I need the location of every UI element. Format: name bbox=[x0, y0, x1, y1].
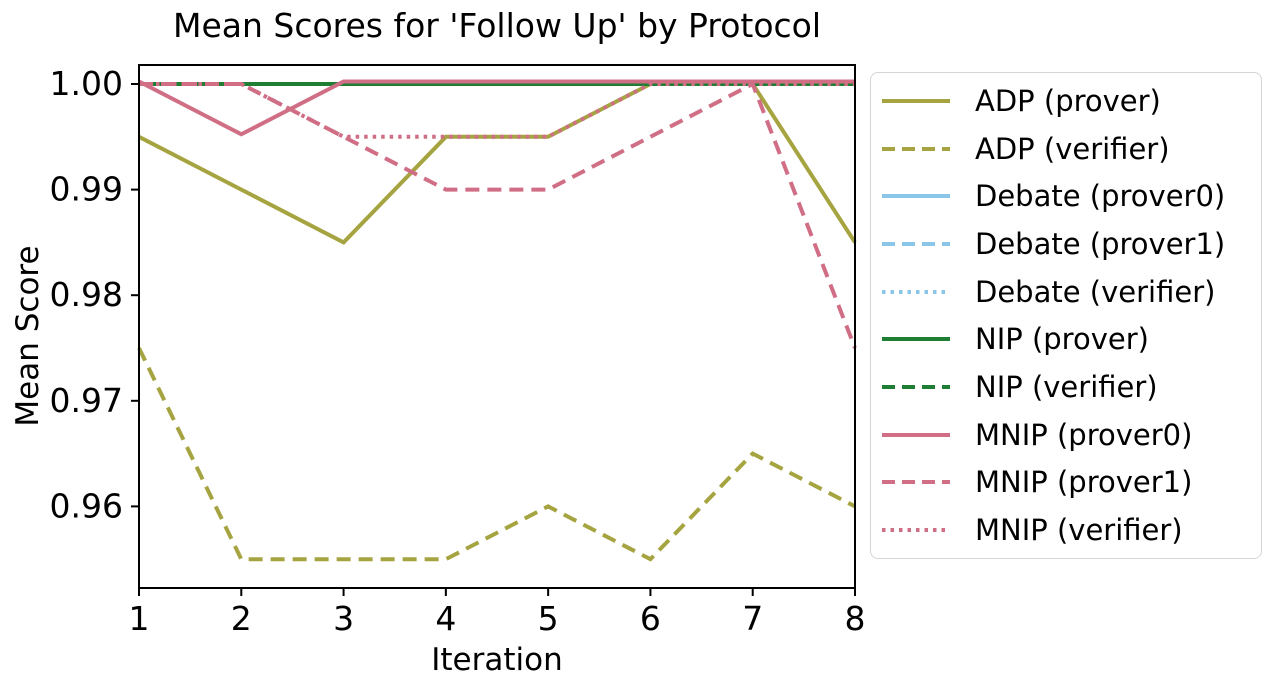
legend-label: NIP (prover) bbox=[975, 322, 1149, 357]
x-tick-label: 4 bbox=[435, 599, 456, 638]
legend-item-mnip-verifier: MNIP (verifier) bbox=[871, 507, 1261, 553]
legend-swatch-solid bbox=[882, 432, 950, 437]
x-tick-label: 5 bbox=[538, 599, 559, 638]
legend-swatch-dashed bbox=[882, 146, 950, 151]
legend: ADP (prover) ADP (verifier) Debate (prover… bbox=[870, 72, 1262, 559]
legend-swatch-solid bbox=[882, 194, 950, 199]
x-axis-label: Iteration bbox=[431, 642, 563, 678]
series-line-mnip-prover0 bbox=[138, 79, 855, 137]
series-line-adp-verifier bbox=[137, 347, 856, 562]
y-tick-label: 0.98 bbox=[50, 275, 123, 314]
y-tick-label: 1.00 bbox=[50, 64, 123, 103]
x-tick-label: 1 bbox=[129, 599, 150, 638]
x-tick-label: 8 bbox=[845, 599, 866, 638]
legend-label: MNIP (prover0) bbox=[975, 417, 1193, 452]
legend-swatch-solid bbox=[882, 98, 950, 103]
legend-item-nip-verifier: NIP (verifier) bbox=[871, 364, 1261, 410]
legend-swatch-dotted bbox=[882, 528, 950, 533]
legend-item-nip-prover: NIP (prover) bbox=[871, 316, 1261, 362]
legend-item-debate-verifier: Debate (verifier) bbox=[871, 269, 1261, 315]
x-tick-label: 7 bbox=[742, 599, 763, 638]
legend-swatch-dashed bbox=[882, 480, 950, 485]
legend-swatch-solid bbox=[882, 337, 950, 342]
y-axis-label: Mean Score bbox=[10, 245, 46, 427]
x-tick-label: 3 bbox=[333, 599, 354, 638]
series-line-mnip-verifier bbox=[139, 82, 855, 139]
legend-item-debate-prover0: Debate (prover0) bbox=[871, 173, 1261, 219]
axes-border bbox=[138, 64, 856, 589]
legend-swatch-dashed bbox=[882, 241, 950, 246]
legend-item-adp-prover: ADP (prover) bbox=[871, 78, 1261, 124]
legend-label: NIP (verifier) bbox=[975, 369, 1158, 404]
legend-label: MNIP (prover1) bbox=[975, 465, 1193, 500]
legend-label: Debate (prover0) bbox=[975, 179, 1226, 214]
x-tick-label: 2 bbox=[231, 599, 252, 638]
legend-swatch-dotted bbox=[882, 289, 950, 294]
x-tick-label: 6 bbox=[640, 599, 661, 638]
series-line-adp-prover bbox=[138, 82, 857, 245]
legend-label: ADP (prover) bbox=[975, 83, 1161, 118]
legend-label: Debate (prover1) bbox=[975, 226, 1226, 261]
legend-label: Debate (verifier) bbox=[975, 274, 1216, 309]
legend-swatch-dashed bbox=[882, 384, 950, 389]
y-tick-label: 0.99 bbox=[50, 170, 123, 209]
y-tick-label: 0.96 bbox=[50, 486, 123, 525]
legend-item-debate-prover1: Debate (prover1) bbox=[871, 221, 1261, 267]
legend-label: MNIP (verifier) bbox=[975, 513, 1183, 548]
legend-item-mnip-prover1: MNIP (prover1) bbox=[871, 459, 1261, 505]
legend-item-mnip-prover0: MNIP (prover0) bbox=[871, 412, 1261, 458]
chart-title: Mean Scores for 'Follow Up' by Protocol bbox=[172, 6, 822, 45]
series-line-mnip-prover1 bbox=[139, 81, 857, 349]
y-tick-label: 0.97 bbox=[50, 381, 123, 420]
legend-item-adp-verifier: ADP (verifier) bbox=[871, 126, 1261, 172]
legend-label: ADP (verifier) bbox=[975, 131, 1170, 166]
